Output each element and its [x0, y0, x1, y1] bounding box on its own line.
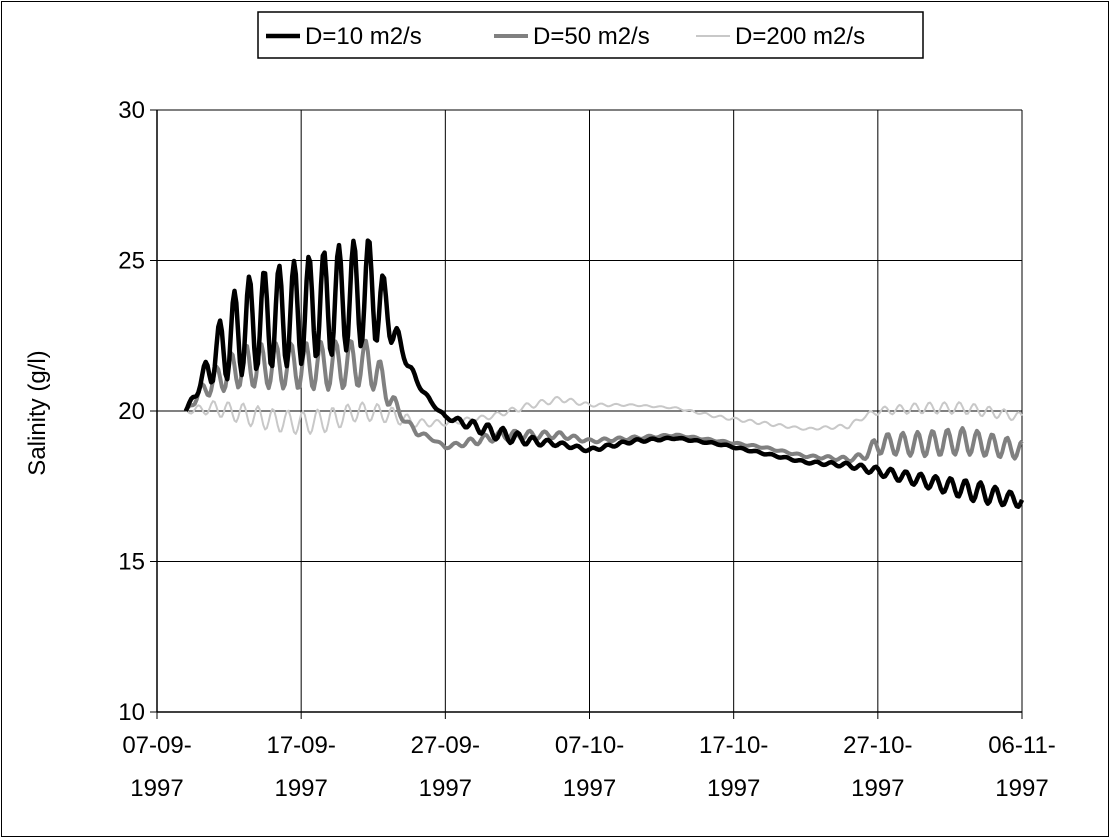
x-tick-label: 27-10-	[843, 732, 912, 759]
y-tick-label: 10	[118, 699, 145, 726]
x-tick-label-year: 1997	[851, 775, 904, 802]
legend-box	[257, 11, 924, 59]
series-lines	[183, 238, 1025, 509]
x-tick-label: 06-11-	[988, 732, 1056, 759]
x-tick-label: 17-09-	[266, 732, 335, 759]
axes: 10 15 20 25 30 07-09- 1997 17-09- 1997 27-09- 1997…	[118, 97, 1056, 802]
x-tick-label-year: 1997	[995, 775, 1048, 802]
x-tick-label-year: 1997	[419, 775, 472, 802]
x-tick-label: 07-10-	[555, 732, 624, 759]
y-tick-label: 30	[118, 97, 145, 124]
legend-label-d10: D=10 m2/s	[305, 23, 422, 50]
x-tick-label-year: 1997	[707, 775, 760, 802]
x-tick-label-year: 1997	[563, 775, 616, 802]
y-tick-label: 15	[118, 549, 145, 576]
legend: D=10 m2/s D=50 m2/s D=200 m2/s	[257, 11, 924, 59]
x-tick-label-year: 1997	[130, 775, 183, 802]
y-axis-title: Salinity (g/l)	[24, 350, 51, 475]
series-line-d-200-m2-s	[185, 395, 1023, 435]
series-line-d-10-m2-s	[183, 238, 1025, 509]
x-tick-label: 07-09-	[122, 732, 191, 759]
y-tick-label: 20	[118, 398, 145, 425]
series-line-d-50-m2-s	[184, 338, 1024, 464]
y-tick-label: 25	[118, 248, 145, 275]
x-tick-label: 27-09-	[411, 732, 480, 759]
legend-label-d50: D=50 m2/s	[533, 23, 650, 50]
x-tick-label-year: 1997	[274, 775, 327, 802]
x-tick-label: 17-10-	[699, 732, 768, 759]
legend-label-d200: D=200 m2/s	[735, 23, 865, 50]
